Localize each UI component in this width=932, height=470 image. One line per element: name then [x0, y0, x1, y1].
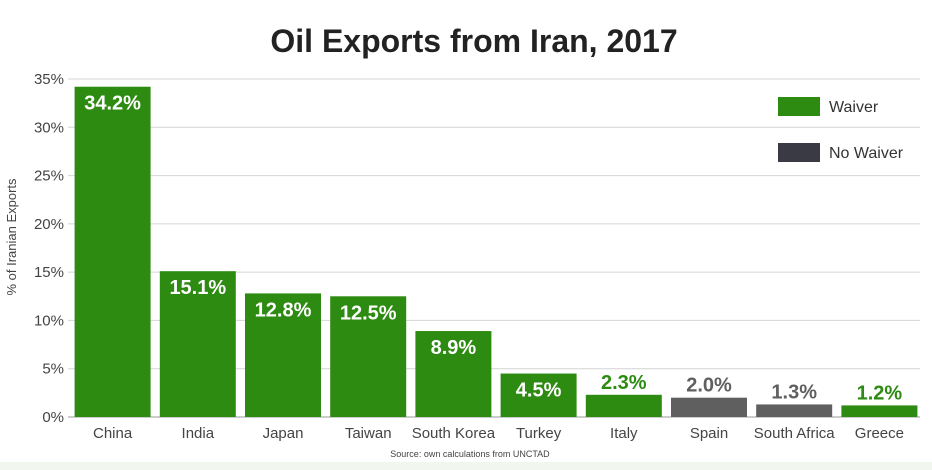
y-tick-label: 5%: [42, 361, 64, 378]
y-tick-label: 10%: [34, 312, 64, 329]
y-tick-label: 35%: [34, 71, 64, 88]
chart-title: Oil Exports from Iran, 2017: [270, 23, 677, 59]
bar-china: [74, 86, 151, 418]
bar-taiwan: [330, 296, 407, 417]
data-label: 8.9%: [431, 337, 477, 359]
x-tick-label: South Korea: [412, 425, 496, 442]
data-label: 34.2%: [84, 93, 141, 115]
x-tick-label: Japan: [263, 425, 304, 442]
x-tick-label: Greece: [855, 425, 904, 442]
legend-label: Waiver: [829, 99, 879, 116]
legend-swatch: [778, 143, 820, 162]
x-axis-ticks: China India Japan Taiwan South Korea Turkey It…: [93, 425, 904, 442]
data-label: 1.2%: [857, 382, 903, 404]
bar-japan: [245, 293, 321, 417]
y-axis-label: % of Iranian Exports: [4, 178, 19, 296]
x-tick-label: Spain: [690, 425, 728, 442]
x-tick-label: India: [182, 425, 215, 442]
data-label: 15.1%: [169, 277, 226, 299]
legend-swatch: [778, 97, 820, 116]
y-tick-label: 20%: [34, 216, 64, 233]
source-note: Source: own calculations from UNCTAD: [390, 449, 550, 459]
y-axis-ticks: 0% 5% 10% 15% 20% 25% 30% 35%: [34, 71, 64, 426]
data-label: 4.5%: [516, 380, 562, 402]
y-tick-label: 0%: [42, 409, 64, 426]
x-tick-label: Turkey: [516, 425, 562, 442]
x-tick-label: China: [93, 425, 133, 442]
bars: [74, 86, 918, 418]
bottom-band: [0, 462, 932, 470]
bar-turkey: [500, 373, 577, 417]
bar-spain: [671, 397, 747, 417]
bar-south-korea: [415, 331, 492, 417]
y-tick-label: 15%: [34, 264, 64, 281]
y-tick-label: 30%: [34, 119, 64, 136]
x-tick-label: South Africa: [754, 425, 836, 442]
legend-label: No Waiver: [829, 145, 904, 162]
data-labels: 34.2% 15.1% 12.8% 12.5% 8.9% 4.5% 2.3% 2.0% 1.3%…: [84, 93, 902, 405]
data-label: 12.5%: [340, 302, 397, 324]
data-label: 2.3%: [601, 372, 647, 394]
data-label: 12.8%: [255, 299, 312, 321]
legend: Waiver No Waiver: [778, 97, 904, 162]
x-tick-label: Italy: [610, 425, 638, 442]
x-tick-label: Taiwan: [345, 425, 392, 442]
bar-italy: [585, 394, 662, 417]
data-label: 2.0%: [686, 375, 732, 397]
bar-south-africa: [756, 404, 833, 417]
y-tick-label: 25%: [34, 168, 64, 185]
data-label: 1.3%: [771, 381, 817, 403]
bar-greece: [841, 405, 918, 417]
bar-india: [159, 271, 236, 417]
